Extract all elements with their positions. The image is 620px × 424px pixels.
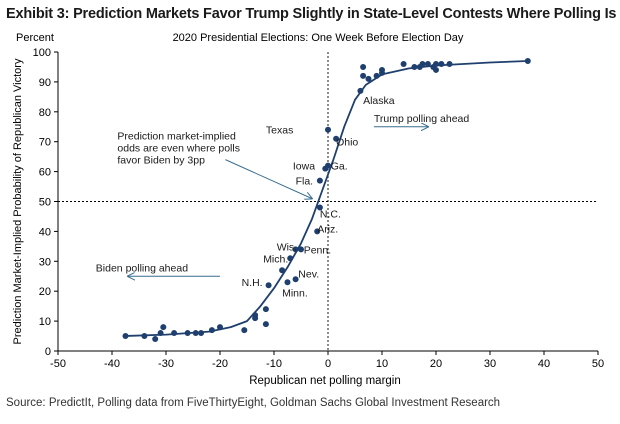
y-unit-label: Percent: [16, 32, 54, 44]
data-point: [379, 66, 385, 73]
state-label: N.H.: [242, 277, 263, 289]
data-point: [160, 324, 167, 331]
data-point: [298, 246, 304, 253]
data-point: [287, 255, 294, 262]
state-label: Ariz.: [317, 223, 338, 235]
y-tick-label: 50: [39, 197, 51, 209]
data-point: [411, 63, 418, 70]
data-point: [524, 57, 531, 64]
chart-title: 2020 Presidential Elections: One Week Be…: [173, 32, 464, 44]
x-tick-label: -50: [50, 358, 66, 370]
x-tick-label: 0: [325, 358, 331, 370]
state-label: Texas: [266, 125, 293, 137]
y-tick-label: 20: [39, 286, 51, 298]
data-point: [208, 327, 215, 334]
data-point: [262, 306, 269, 313]
fit-line: [122, 60, 528, 337]
state-label: Penn.: [304, 244, 331, 256]
x-axis-label: Republican net polling margin: [249, 375, 401, 387]
annotation-text-prediction-market-note: Prediction market-implied: [117, 131, 236, 143]
state-label: Alaska: [363, 95, 395, 107]
axes: 0 10 20 30 40 50 60 70 80 90 100 -50 -40 -30 -20 -10 0 10…: [33, 47, 604, 370]
x-tick-label: 40: [538, 358, 550, 370]
data-point: [292, 246, 299, 253]
annotation-text-prediction-market-note: odds are even where polls: [117, 143, 240, 155]
x-tick-label: -10: [266, 358, 282, 370]
data-point: [373, 72, 380, 79]
y-tick-label: 30: [39, 256, 51, 268]
state-label: Iowa: [293, 161, 315, 173]
annotations: Trump polling ahead Biden polling ahead Pr…: [96, 113, 469, 276]
data-point: [122, 333, 129, 340]
data-point: [433, 60, 439, 67]
y-tick-label: 90: [39, 77, 51, 89]
data-point: [284, 279, 291, 286]
y-tick-label: 40: [39, 226, 51, 238]
fit-curve: [122, 60, 528, 337]
annotation-text-biden-polling-ahead: Biden polling ahead: [96, 262, 188, 274]
data-point: [252, 315, 259, 322]
data-point: [360, 63, 367, 70]
data-point: [424, 60, 431, 67]
y-axis-label: Prediction Market-Implied Probability of…: [12, 58, 24, 344]
data-point: [433, 66, 439, 73]
data-point: [152, 336, 159, 343]
data-point: [265, 282, 272, 289]
data-point: [262, 321, 269, 328]
data-point: [360, 72, 367, 79]
data-point: [365, 75, 372, 82]
y-tick-label: 60: [39, 167, 51, 179]
data-point: [419, 60, 426, 67]
x-tick-label: 10: [376, 358, 388, 370]
data-point: [333, 135, 340, 142]
data-point: [316, 177, 323, 184]
data-point: [446, 60, 453, 67]
reference-lines: [58, 52, 598, 351]
data-points: [122, 57, 531, 343]
x-tick-label: -20: [212, 358, 228, 370]
data-point: [325, 126, 331, 133]
data-point: [316, 204, 323, 211]
y-tick-label: 70: [39, 137, 51, 149]
data-point: [438, 60, 445, 67]
state-label: Mich.: [263, 253, 288, 265]
data-point: [171, 330, 178, 337]
annotation-text-prediction-market-note: favor Biden by 3pp: [117, 155, 205, 167]
data-point: [241, 327, 248, 334]
data-point: [325, 162, 331, 169]
data-point: [400, 60, 407, 67]
state-label: Minn.: [282, 288, 308, 300]
exhibit-title: Exhibit 3: Prediction Markets Favor Trum…: [6, 6, 620, 22]
state-label: Ohio: [336, 137, 358, 149]
data-point: [157, 330, 164, 337]
data-point: [198, 330, 205, 337]
y-tick-label: 80: [39, 107, 51, 119]
data-point: [292, 276, 299, 283]
state-labels: Alaska Texas Ohio Iowa Ga. Fla. N.C. Ariz. Wis. P…: [242, 95, 395, 300]
x-tick-label: 20: [430, 358, 442, 370]
data-point: [314, 228, 321, 235]
state-label: Wis.: [277, 241, 297, 253]
data-point: [357, 87, 364, 94]
y-tick-label: 0: [45, 346, 51, 358]
data-point: [141, 333, 148, 340]
x-tick-label: 30: [484, 358, 496, 370]
data-point: [184, 330, 191, 337]
x-tick-label: -40: [104, 358, 120, 370]
source-note: Source: PredictIt, Polling data from Fiv…: [6, 397, 501, 409]
state-label: N.C.: [320, 208, 341, 220]
x-tick-label: -30: [158, 358, 174, 370]
x-tick-label: 50: [592, 358, 604, 370]
y-tick-label: 100: [33, 47, 51, 59]
data-point: [279, 267, 286, 274]
annotation-arrow-prediction-market-note: [225, 159, 311, 199]
state-label: Nev.: [298, 268, 319, 280]
annotation-text-trump-polling-ahead: Trump polling ahead: [374, 113, 469, 125]
state-label: Ga.: [331, 161, 348, 173]
y-tick-label: 10: [39, 316, 51, 328]
data-point: [192, 330, 199, 337]
data-point: [217, 324, 223, 331]
state-label: Fla.: [296, 176, 314, 188]
